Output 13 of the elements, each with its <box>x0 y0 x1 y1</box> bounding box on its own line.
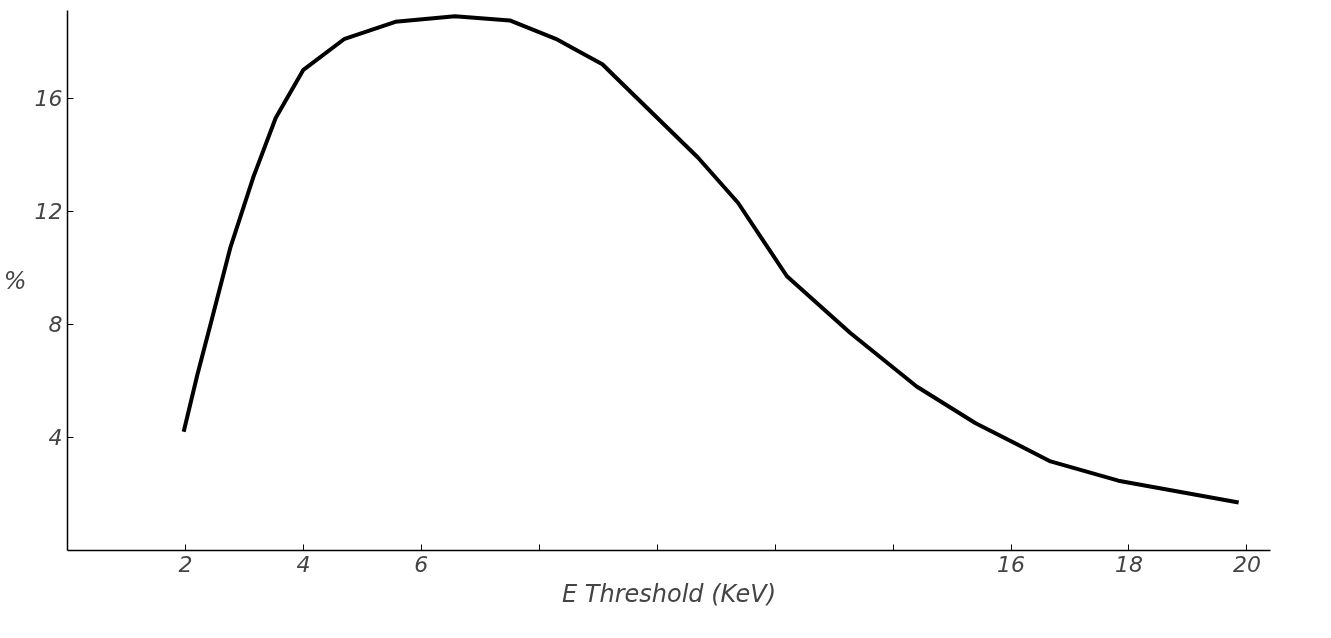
x-tick-label: 20 <box>1232 551 1261 577</box>
y-tick-label: 16 <box>34 86 63 112</box>
y-tick-label: 8 <box>48 312 63 338</box>
y-axis-title: % <box>3 266 27 295</box>
x-tick-label: 2 <box>178 551 193 577</box>
line-series <box>181 14 1241 505</box>
x-tick-label: 4 <box>296 551 311 577</box>
x-tick-label: 6 <box>414 551 429 577</box>
y-tick-label: 4 <box>48 425 63 451</box>
x-tick-label: 18 <box>1114 551 1143 577</box>
x-tick-label: 16 <box>997 551 1026 577</box>
x-axis-title: E Threshold (KeV) <box>561 579 777 608</box>
y-tick-label: 12 <box>34 199 63 225</box>
